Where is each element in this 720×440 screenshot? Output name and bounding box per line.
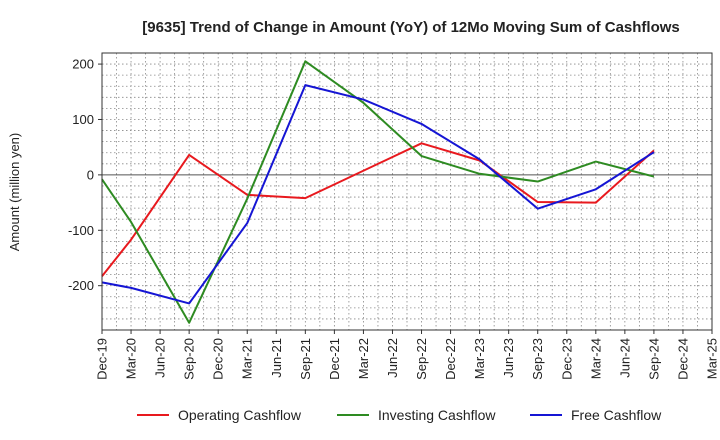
chart-title: [9635] Trend of Change in Amount (YoY) o… xyxy=(142,19,680,36)
x-tick-label: Mar-25 xyxy=(705,338,720,379)
x-tick-label: Mar-20 xyxy=(124,338,139,379)
x-tick-label: Dec-21 xyxy=(327,338,342,380)
x-tick-label: Mar-23 xyxy=(472,338,487,379)
y-tick-label: -200 xyxy=(68,278,94,293)
x-tick-label: Dec-19 xyxy=(95,338,110,380)
legend-label-free-cashflow: Free Cashflow xyxy=(571,407,662,423)
x-tick-label: Dec-24 xyxy=(675,338,690,380)
x-tick-label: Sep-21 xyxy=(298,338,313,380)
x-tick-label: Sep-23 xyxy=(530,338,545,380)
x-tick-label: Mar-24 xyxy=(588,338,603,379)
legend: Operating Cashflow Investing Cashflow Free… xyxy=(137,407,662,423)
x-tick-label: Jun-21 xyxy=(269,338,284,378)
x-tick-label: Dec-23 xyxy=(559,338,574,380)
series-layer xyxy=(101,60,655,324)
series-line-free-cashflow xyxy=(101,84,655,305)
y-tick-label: -100 xyxy=(68,223,94,238)
series-line-investing-cashflow xyxy=(101,60,655,324)
x-tick-label: Sep-24 xyxy=(646,338,661,380)
x-tick-label: Dec-22 xyxy=(443,338,458,380)
legend-label-investing-cashflow: Investing Cashflow xyxy=(378,407,496,423)
y-axis-label: Amount (million yen) xyxy=(7,133,22,252)
x-tick-label: Jun-23 xyxy=(501,338,516,378)
grid-layer xyxy=(101,52,713,331)
x-tick-label: Mar-22 xyxy=(356,338,371,379)
x-tick-label: Sep-22 xyxy=(414,338,429,380)
x-tick-label: Jun-22 xyxy=(385,338,400,378)
x-tick-label: Jun-24 xyxy=(617,338,632,378)
y-tick-label: 0 xyxy=(87,167,94,182)
legend-label-operating-cashflow: Operating Cashflow xyxy=(178,407,302,423)
x-tick-label: Jun-20 xyxy=(153,338,168,378)
x-tick-label: Sep-20 xyxy=(182,338,197,380)
y-axis-ticks: 200 100 0 -100 -200 xyxy=(68,57,102,293)
y-tick-label: 200 xyxy=(72,57,94,72)
series-line-operating-cashflow xyxy=(101,142,655,277)
x-tick-label: Mar-21 xyxy=(240,338,255,379)
plot-frame xyxy=(101,52,713,331)
y-tick-label: 100 xyxy=(72,112,94,127)
x-axis-ticks: Dec-19 Mar-20 Jun-20 Sep-20 Dec-20 Mar-21 Jun-… xyxy=(95,330,720,380)
x-tick-label: Dec-20 xyxy=(211,338,226,380)
